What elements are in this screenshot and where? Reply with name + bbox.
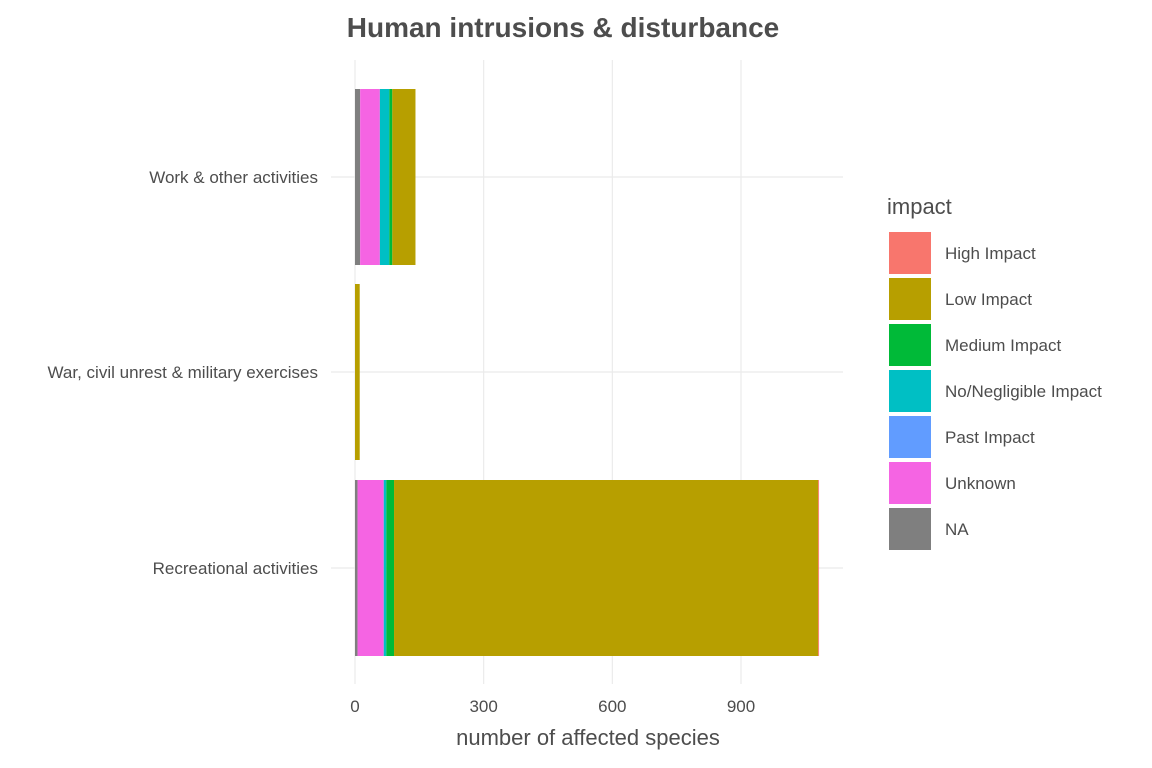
x-tick-label: 300 — [469, 697, 497, 716]
legend-label: Unknown — [945, 474, 1016, 493]
chart-title: Human intrusions & disturbance — [347, 12, 780, 43]
legend-swatch — [889, 416, 931, 458]
bars — [355, 89, 820, 656]
bar-segment — [379, 89, 390, 265]
y-axis-tick-labels: Work & other activities War, civil unrest… — [48, 168, 318, 578]
x-tick-label: 900 — [727, 697, 755, 716]
legend-swatch — [889, 508, 931, 550]
legend-swatch — [889, 462, 931, 504]
legend-swatch — [889, 324, 931, 366]
legend: High Impact Low Impact Medium Impact No/Neg… — [889, 232, 1102, 550]
bar-segment — [355, 89, 361, 265]
bar-segment — [389, 89, 393, 265]
bar-segment — [357, 480, 384, 656]
legend-label: NA — [945, 520, 969, 539]
x-axis-label: number of affected species — [456, 725, 720, 750]
legend-label: Medium Impact — [945, 336, 1061, 355]
x-tick-label: 0 — [350, 697, 359, 716]
bar-segment — [392, 89, 416, 265]
y-tick-label: Recreational activities — [153, 559, 318, 578]
legend-title: impact — [887, 194, 952, 219]
bar-segment — [394, 480, 819, 656]
y-tick-label: War, civil unrest & military exercises — [48, 363, 318, 382]
legend-swatch — [889, 278, 931, 320]
x-axis-tick-labels: 0 300 600 900 — [350, 697, 755, 716]
bar-segment — [386, 480, 395, 656]
bar-segment — [355, 284, 360, 460]
legend-swatch — [889, 232, 931, 274]
legend-label: Past Impact — [945, 428, 1035, 447]
legend-label: No/Negligible Impact — [945, 382, 1102, 401]
x-tick-label: 600 — [598, 697, 626, 716]
bar-segment — [355, 480, 358, 656]
legend-label: High Impact — [945, 244, 1036, 263]
legend-swatch — [889, 370, 931, 412]
legend-label: Low Impact — [945, 290, 1032, 309]
bar-segment — [383, 480, 387, 656]
y-tick-label: Work & other activities — [149, 168, 318, 187]
bar-segment — [818, 480, 820, 656]
bar-segment — [360, 89, 380, 265]
